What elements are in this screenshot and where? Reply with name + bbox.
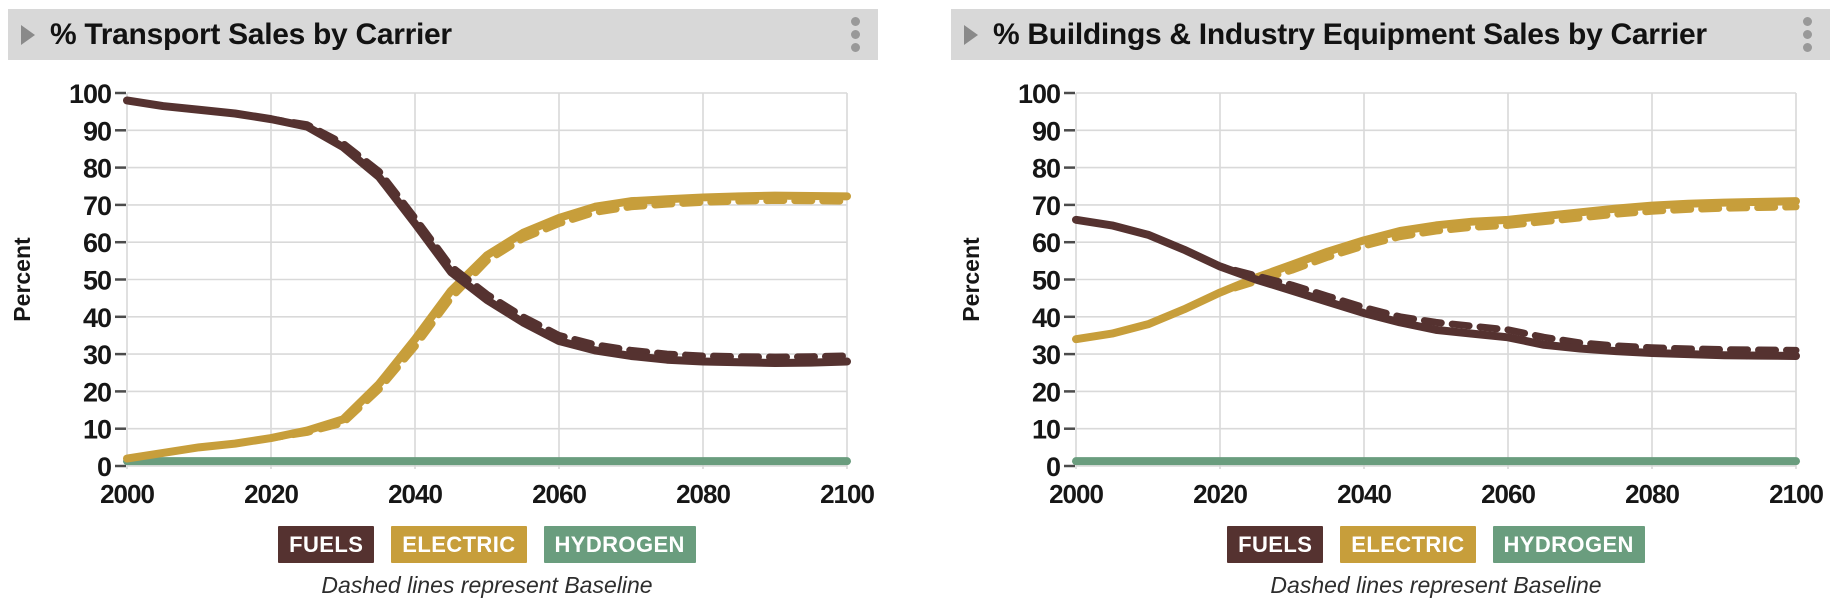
y-tick-label: 90 bbox=[83, 116, 111, 146]
legend-badge-fuels: FUELS bbox=[1227, 526, 1324, 563]
x-tick-label: 2020 bbox=[244, 479, 298, 509]
y-tick-label: 40 bbox=[83, 303, 111, 333]
legend-badge-hydrogen: HYDROGEN bbox=[543, 526, 696, 563]
y-axis-label: Percent bbox=[958, 237, 984, 322]
chart-canvas: 0 10 20 30 40 50 60 70 80 90 100 2000 2020 2040 2060 20… bbox=[9, 79, 875, 509]
electric-baseline-line bbox=[123, 196, 851, 463]
electric-line bbox=[1072, 197, 1800, 344]
y-tick-label: 30 bbox=[83, 340, 111, 370]
graph-title: % Buildings & Industry Equipment Sales b… bbox=[993, 17, 1707, 51]
x-tick-label: 2060 bbox=[532, 479, 586, 509]
triangle-right-icon bbox=[964, 24, 978, 45]
x-tick-label: 2100 bbox=[820, 479, 874, 509]
y-tick-label: 20 bbox=[1032, 377, 1060, 407]
x-tick-label: 2040 bbox=[388, 479, 442, 509]
y-axis-label: Percent bbox=[9, 237, 35, 322]
y-tick-label: 60 bbox=[83, 228, 111, 258]
y-tick-label: 80 bbox=[1032, 154, 1060, 184]
y-tick-label: 80 bbox=[83, 154, 111, 184]
y-tick-label: 20 bbox=[83, 377, 111, 407]
x-tick-label: 2000 bbox=[100, 479, 154, 509]
y-tick-label: 10 bbox=[83, 415, 111, 445]
triangle-right-icon bbox=[21, 24, 35, 45]
x-tick-label: 2100 bbox=[1769, 479, 1823, 509]
y-tick-label: 10 bbox=[1032, 415, 1060, 445]
x-tick-label: 2020 bbox=[1193, 479, 1247, 509]
baseline-caption: Dashed lines represent Baseline bbox=[1270, 572, 1602, 598]
y-tick-label: 50 bbox=[83, 266, 111, 296]
y-tick-label: 0 bbox=[97, 452, 111, 482]
transport-graph-panel: % Transport Sales by Carrier 0 10 20 30 40 50… bbox=[8, 9, 878, 599]
y-tick-label: 100 bbox=[69, 79, 111, 109]
legend-badge-electric: ELECTRIC bbox=[391, 526, 527, 563]
y-tick-label: 70 bbox=[83, 191, 111, 221]
chart-legend: FUELS ELECTRIC HYDROGEN bbox=[1076, 526, 1796, 563]
y-tick-label: 40 bbox=[1032, 303, 1060, 333]
chart-legend: FUELS ELECTRIC HYDROGEN bbox=[127, 526, 847, 563]
x-tick-label: 2000 bbox=[1049, 479, 1103, 509]
fuels-line bbox=[123, 96, 851, 368]
y-tick-label: 90 bbox=[1032, 116, 1060, 146]
x-tick-label: 2060 bbox=[1481, 479, 1535, 509]
kebab-menu-icon[interactable] bbox=[1795, 9, 1820, 60]
legend-badge-electric: ELECTRIC bbox=[1340, 526, 1476, 563]
buildings-graph-panel: % Buildings & Industry Equipment Sales b… bbox=[919, 0, 1838, 608]
fuels-baseline-line bbox=[123, 96, 851, 361]
x-tick-label: 2080 bbox=[1625, 479, 1679, 509]
legend-badge-fuels: FUELS bbox=[278, 526, 375, 563]
electric-line bbox=[123, 191, 851, 463]
graph-title: % Transport Sales by Carrier bbox=[50, 17, 452, 51]
fuels-line bbox=[1072, 215, 1800, 360]
graph-header[interactable]: % Buildings & Industry Equipment Sales b… bbox=[951, 9, 1830, 60]
x-tick-label: 2080 bbox=[676, 479, 730, 509]
caption-row: Dashed lines represent Baseline bbox=[1076, 572, 1796, 599]
baseline-caption: Dashed lines represent Baseline bbox=[321, 572, 653, 598]
y-tick-label: 60 bbox=[1032, 228, 1060, 258]
chart-canvas: 0 10 20 30 40 50 60 70 80 90 100 2000 2020 2040 2060 20… bbox=[958, 79, 1824, 509]
legend-badge-hydrogen: HYDROGEN bbox=[1492, 526, 1645, 563]
y-tick-label: 30 bbox=[1032, 340, 1060, 370]
y-tick-label: 70 bbox=[1032, 191, 1060, 221]
x-tick-label: 2040 bbox=[1337, 479, 1391, 509]
caption-row: Dashed lines represent Baseline bbox=[127, 572, 847, 599]
y-tick-label: 0 bbox=[1046, 452, 1060, 482]
graph-header[interactable]: % Transport Sales by Carrier bbox=[8, 9, 878, 60]
y-tick-label: 50 bbox=[1032, 266, 1060, 296]
y-tick-label: 100 bbox=[1018, 79, 1060, 109]
kebab-menu-icon[interactable] bbox=[843, 9, 868, 60]
